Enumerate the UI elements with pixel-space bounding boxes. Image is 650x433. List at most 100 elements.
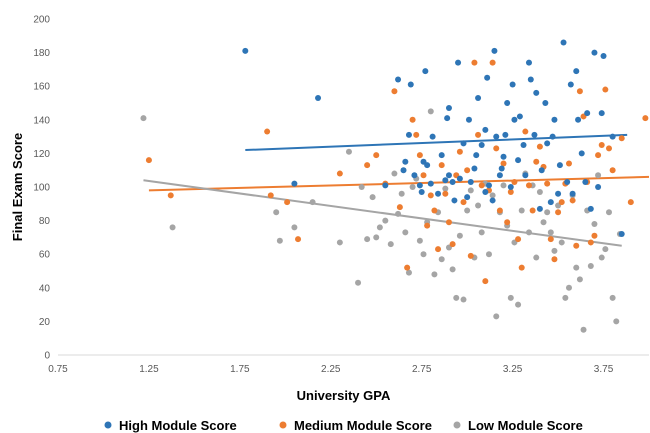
data-point — [518, 264, 525, 271]
data-point — [605, 209, 612, 216]
x-tick-label: 3.75 — [594, 364, 614, 375]
data-point — [569, 190, 576, 197]
data-point — [369, 194, 376, 201]
data-point — [402, 158, 409, 165]
data-point — [547, 199, 554, 206]
data-point — [500, 182, 507, 189]
data-point — [444, 115, 451, 122]
data-point — [591, 232, 598, 239]
x-tick-label: 1.75 — [230, 364, 250, 375]
data-point — [169, 224, 176, 231]
data-point — [605, 145, 612, 152]
data-point — [576, 276, 583, 283]
data-point — [482, 189, 489, 196]
y-tick-label: 80 — [39, 216, 51, 227]
x-axis-title: University GPA — [297, 388, 391, 403]
data-point — [453, 294, 460, 301]
trendline — [245, 133, 628, 152]
data-point — [465, 116, 472, 123]
data-point — [475, 202, 482, 209]
data-point — [402, 229, 409, 236]
data-point — [416, 237, 423, 244]
data-point — [309, 199, 316, 206]
data-point — [291, 180, 298, 187]
data-point — [449, 266, 456, 273]
data-point — [456, 175, 463, 182]
data-point — [618, 135, 625, 142]
y-axis-title: Final Exam Score — [10, 133, 25, 241]
data-point — [555, 190, 562, 197]
data-point — [413, 131, 420, 138]
data-point — [575, 116, 582, 123]
data-point — [551, 116, 558, 123]
data-point — [538, 167, 545, 174]
data-point — [584, 110, 591, 117]
data-point — [382, 217, 389, 224]
data-point — [598, 110, 605, 117]
data-point — [500, 160, 507, 167]
data-point — [267, 192, 274, 199]
legend-label: High Module Score — [119, 418, 237, 433]
data-point — [507, 294, 514, 301]
data-point — [567, 81, 574, 88]
trendline — [148, 175, 650, 192]
legend-marker — [453, 421, 461, 429]
data-point — [427, 108, 434, 115]
data-point — [276, 237, 283, 244]
data-point — [140, 115, 147, 122]
data-point — [609, 294, 616, 301]
data-point — [489, 59, 496, 66]
data-point — [609, 167, 616, 174]
data-point — [527, 76, 534, 83]
data-point — [533, 254, 540, 261]
data-point — [556, 162, 563, 169]
data-point — [409, 116, 416, 123]
data-point — [587, 205, 594, 212]
data-point — [242, 47, 249, 54]
data-point — [416, 182, 423, 189]
data-point — [418, 189, 425, 196]
data-point — [536, 189, 543, 196]
data-point — [424, 222, 431, 229]
data-point — [565, 160, 572, 167]
data-point — [407, 81, 414, 88]
data-point — [500, 153, 507, 160]
data-point — [391, 88, 398, 95]
data-point — [431, 207, 438, 214]
data-point — [478, 142, 485, 148]
data-point — [398, 190, 405, 197]
trendline — [143, 179, 622, 247]
data-point — [435, 246, 442, 253]
data-point — [509, 81, 516, 88]
data-point — [442, 190, 449, 197]
x-tick-label: 1.25 — [139, 364, 159, 375]
data-point — [502, 131, 509, 138]
data-point — [464, 207, 471, 214]
data-point — [602, 86, 609, 93]
data-point — [438, 256, 445, 263]
data-point — [544, 209, 551, 216]
data-point — [600, 52, 607, 59]
data-point — [555, 209, 562, 216]
data-point — [405, 269, 412, 276]
y-tick-label: 40 — [39, 283, 51, 294]
data-point — [547, 236, 554, 243]
y-tick-label: 140 — [33, 115, 50, 126]
legend-label: Medium Module Score — [294, 418, 432, 433]
data-point — [456, 148, 463, 155]
data-point — [536, 205, 543, 212]
data-point — [460, 296, 467, 303]
data-point — [493, 313, 500, 320]
data-point — [587, 262, 594, 269]
data-point — [564, 178, 571, 185]
data-point — [438, 162, 445, 169]
legend-marker — [279, 421, 287, 429]
data-point — [445, 219, 452, 226]
data-point — [578, 150, 585, 157]
data-point — [504, 219, 511, 226]
data-point — [435, 190, 442, 197]
data-point — [460, 140, 467, 147]
data-point — [515, 301, 522, 308]
data-point — [489, 197, 496, 204]
data-point — [520, 142, 527, 148]
